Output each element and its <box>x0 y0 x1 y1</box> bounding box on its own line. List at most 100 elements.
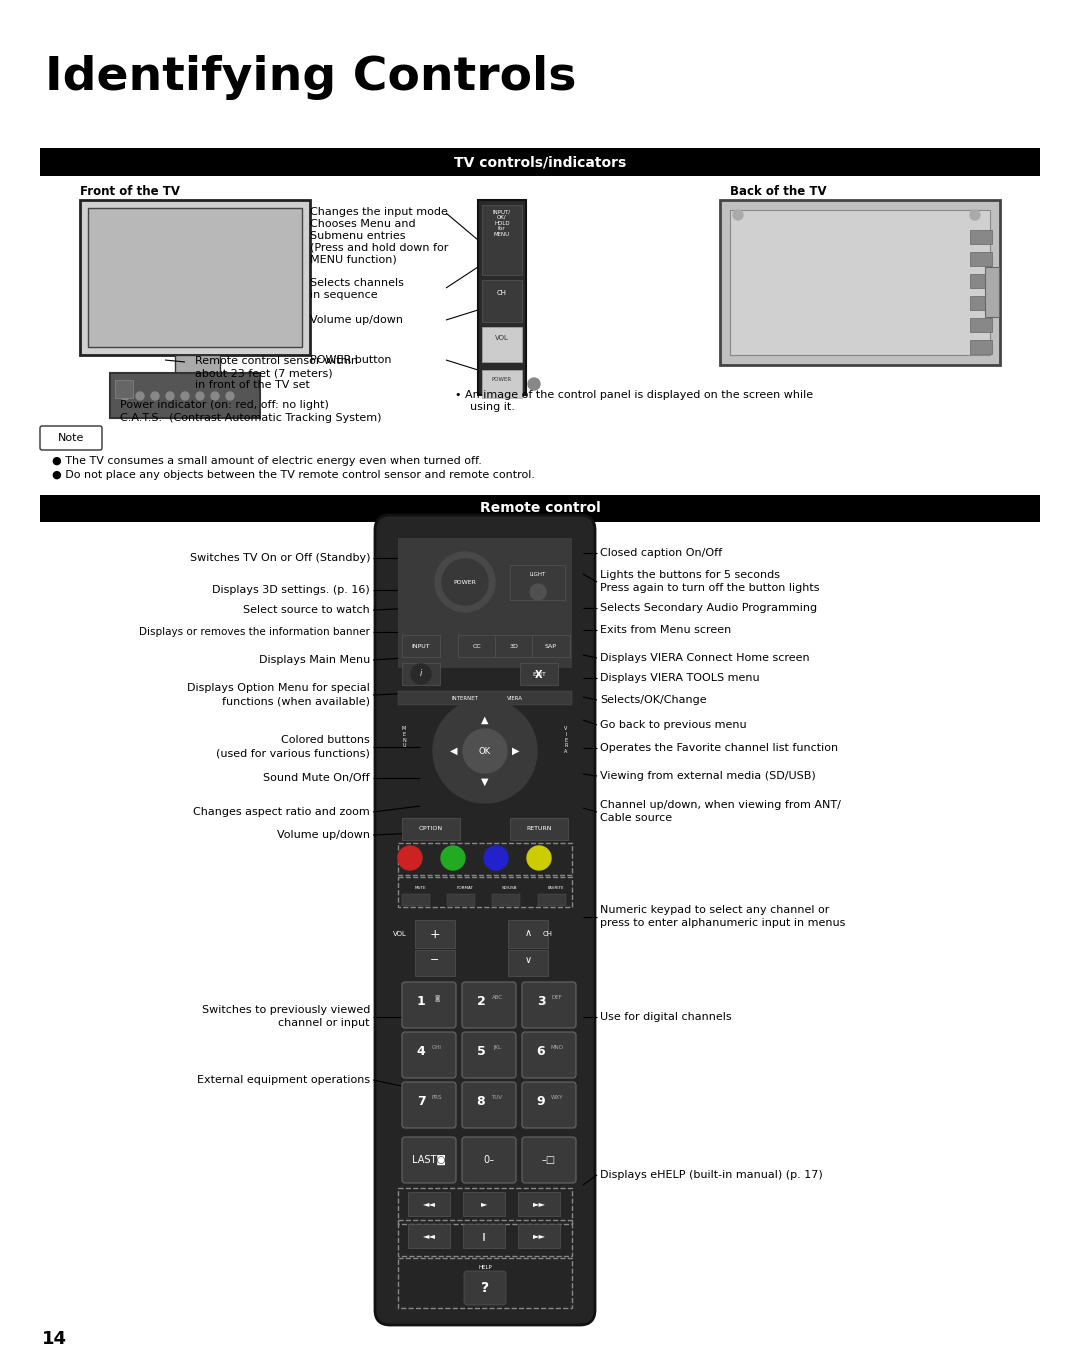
Text: (used for various functions): (used for various functions) <box>216 748 370 758</box>
Text: in sequence: in sequence <box>310 290 378 300</box>
Text: 6: 6 <box>537 1045 545 1058</box>
Text: ● The TV consumes a small amount of electric energy even when turned off.: ● The TV consumes a small amount of elec… <box>52 456 482 465</box>
Bar <box>970 318 993 331</box>
FancyBboxPatch shape <box>522 982 576 1028</box>
Text: MENU function): MENU function) <box>310 254 396 265</box>
Bar <box>482 327 522 363</box>
Circle shape <box>166 392 174 400</box>
Bar <box>538 894 566 907</box>
Text: Remote control sensor within: Remote control sensor within <box>195 356 357 367</box>
Text: TV controls/indicators: TV controls/indicators <box>454 156 626 169</box>
FancyBboxPatch shape <box>522 1032 576 1078</box>
Bar <box>970 296 993 310</box>
Text: POWER: POWER <box>454 579 476 584</box>
Text: 7: 7 <box>417 1095 426 1108</box>
Circle shape <box>195 392 204 400</box>
Text: ● Do not place any objects between the TV remote control sensor and remote contr: ● Do not place any objects between the T… <box>52 469 535 480</box>
Circle shape <box>527 846 551 870</box>
Text: Go back to previous menu: Go back to previous menu <box>600 720 746 731</box>
Text: DEF: DEF <box>552 994 563 1000</box>
Text: ABC: ABC <box>491 994 502 1000</box>
Text: RETURN: RETURN <box>526 827 552 832</box>
Text: ◄◄: ◄◄ <box>422 1231 435 1241</box>
Text: Selects Secondary Audio Programming: Selects Secondary Audio Programming <box>600 603 818 613</box>
Bar <box>110 373 260 418</box>
Text: Cable source: Cable source <box>600 813 672 823</box>
Text: Viewing from external media (SD/USB): Viewing from external media (SD/USB) <box>600 771 815 781</box>
Text: OK: OK <box>478 747 491 755</box>
Text: Volume up/down: Volume up/down <box>310 315 403 325</box>
Text: Displays 3D settings. (p. 16): Displays 3D settings. (p. 16) <box>213 584 370 595</box>
FancyBboxPatch shape <box>402 982 456 1028</box>
Bar <box>463 1192 505 1216</box>
Text: X: X <box>536 670 543 681</box>
FancyBboxPatch shape <box>40 426 102 451</box>
Text: INPUT/
OK/
HOLD
for
MENU: INPUT/ OK/ HOLD for MENU <box>492 208 511 237</box>
Text: HELP: HELP <box>478 1265 491 1270</box>
Bar <box>415 950 455 976</box>
Text: ►: ► <box>481 1200 487 1208</box>
Bar <box>532 635 570 658</box>
Bar <box>458 635 496 658</box>
Text: about 23 feet (7 meters): about 23 feet (7 meters) <box>195 368 333 377</box>
Text: VIERA: VIERA <box>507 695 523 701</box>
Text: CC: CC <box>473 644 482 648</box>
Text: CH: CH <box>543 931 553 938</box>
Text: INFO: INFO <box>414 671 429 676</box>
Text: Closed caption On/Off: Closed caption On/Off <box>600 548 723 557</box>
Text: INPUT: INPUT <box>411 644 430 648</box>
Text: EXIT: EXIT <box>532 671 545 676</box>
Bar <box>402 663 440 685</box>
Text: 14: 14 <box>42 1330 67 1348</box>
Text: Exits from Menu screen: Exits from Menu screen <box>600 625 731 635</box>
Text: ◙: ◙ <box>434 994 440 1001</box>
Bar <box>510 819 568 840</box>
Circle shape <box>442 559 488 605</box>
Text: FORMAT: FORMAT <box>457 886 473 890</box>
Circle shape <box>733 210 743 221</box>
FancyBboxPatch shape <box>464 1270 507 1306</box>
Text: Lights the buttons for 5 seconds: Lights the buttons for 5 seconds <box>600 570 780 580</box>
Text: Remote control: Remote control <box>480 502 600 515</box>
Text: Identifying Controls: Identifying Controls <box>45 55 577 100</box>
Circle shape <box>441 846 465 870</box>
Text: ►►: ►► <box>532 1231 545 1241</box>
Circle shape <box>226 392 234 400</box>
Text: SAP: SAP <box>545 644 557 648</box>
FancyBboxPatch shape <box>522 1082 576 1128</box>
Text: Chooses Menu and: Chooses Menu and <box>310 219 416 229</box>
Bar <box>415 920 455 948</box>
Text: SD/USB: SD/USB <box>502 886 517 890</box>
Text: +: + <box>430 928 441 940</box>
Text: ∧: ∧ <box>525 928 531 938</box>
Bar <box>482 206 522 275</box>
Bar <box>447 894 475 907</box>
Circle shape <box>433 700 537 802</box>
Text: JKL: JKL <box>492 1045 501 1050</box>
Text: 2: 2 <box>476 994 485 1008</box>
Text: • An image of the control panel is displayed on the screen while: • An image of the control panel is displ… <box>455 390 813 400</box>
Text: ∥: ∥ <box>482 1231 486 1241</box>
Text: C.A.T.S.  (Contrast Automatic Tracking System): C.A.T.S. (Contrast Automatic Tracking Sy… <box>120 413 381 423</box>
Text: Volume up/down: Volume up/down <box>276 829 370 840</box>
Text: Displays eHELP (built-in manual) (p. 17): Displays eHELP (built-in manual) (p. 17) <box>600 1170 823 1180</box>
Bar <box>492 894 519 907</box>
Text: 4: 4 <box>417 1045 426 1058</box>
Text: 8: 8 <box>476 1095 485 1108</box>
Text: functions (when available): functions (when available) <box>222 695 370 706</box>
Text: ▶: ▶ <box>512 746 519 756</box>
Circle shape <box>211 392 219 400</box>
Bar <box>402 894 430 907</box>
Bar <box>463 1224 505 1247</box>
Bar <box>40 147 1040 176</box>
Circle shape <box>463 729 507 773</box>
Bar <box>402 819 460 840</box>
Text: Switches TV On or Off (Standby): Switches TV On or Off (Standby) <box>189 553 370 563</box>
Bar <box>508 950 548 976</box>
Text: 9: 9 <box>537 1095 545 1108</box>
Circle shape <box>435 552 495 612</box>
Bar <box>478 200 526 395</box>
Bar <box>80 200 310 354</box>
Text: FAVRITE: FAVRITE <box>548 886 565 890</box>
Bar <box>720 200 1000 365</box>
